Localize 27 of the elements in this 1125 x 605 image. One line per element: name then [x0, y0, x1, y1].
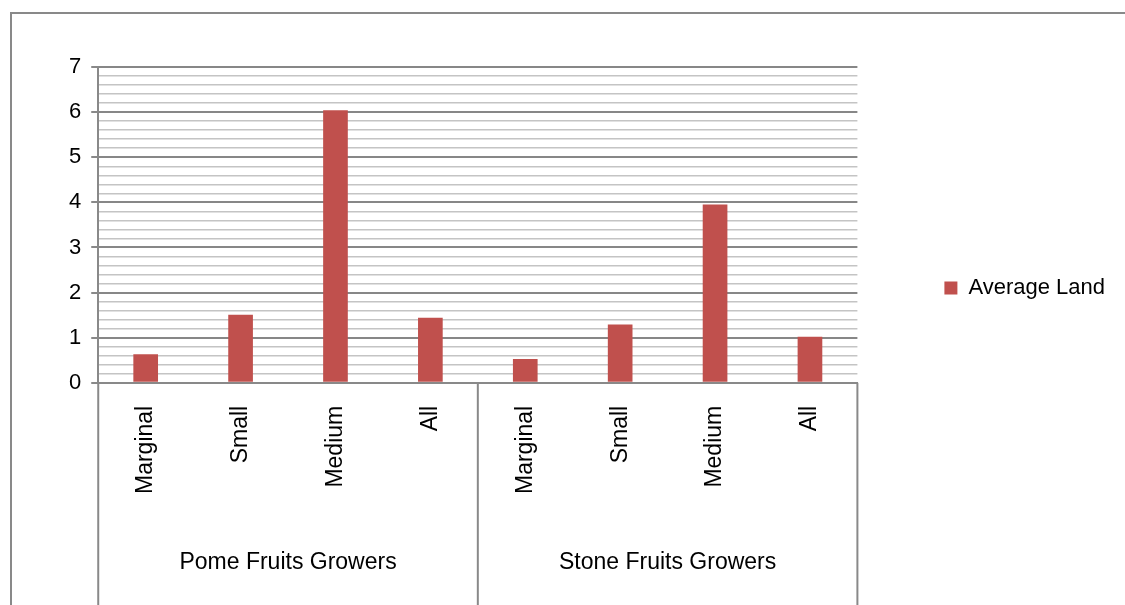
y-tick-label: 7	[68, 53, 82, 79]
bar	[418, 317, 443, 382]
y-tick-label: 1	[68, 323, 82, 349]
bar	[228, 314, 253, 382]
bar	[323, 110, 348, 382]
legend-label: Average Land	[968, 274, 1106, 300]
bar	[512, 358, 538, 382]
x-tick-label: All	[795, 405, 822, 432]
y-tick-label: 6	[68, 98, 82, 124]
text: Pome Fruits Growers	[179, 548, 397, 575]
y-tick-label: 0	[68, 368, 82, 394]
bar	[133, 354, 159, 382]
x-tick-label: Medium	[700, 405, 727, 488]
x-tick-label: Small	[605, 405, 632, 464]
y-tick-label: 3	[68, 233, 82, 259]
bar	[702, 204, 728, 382]
x-tick-label: Small	[225, 405, 252, 464]
y-tick-label: 5	[68, 143, 82, 169]
x-tick-label: All	[415, 405, 442, 432]
x-tick-label: Medium	[320, 405, 347, 488]
text: Stone Fruits Growers	[558, 548, 777, 575]
y-tick-label: 4	[68, 188, 82, 214]
bar	[797, 336, 823, 382]
y-tick-label: 2	[68, 278, 82, 304]
bar	[607, 324, 633, 382]
x-tick-label: Marginal	[510, 405, 537, 495]
x-tick-label: Marginal	[131, 405, 158, 495]
